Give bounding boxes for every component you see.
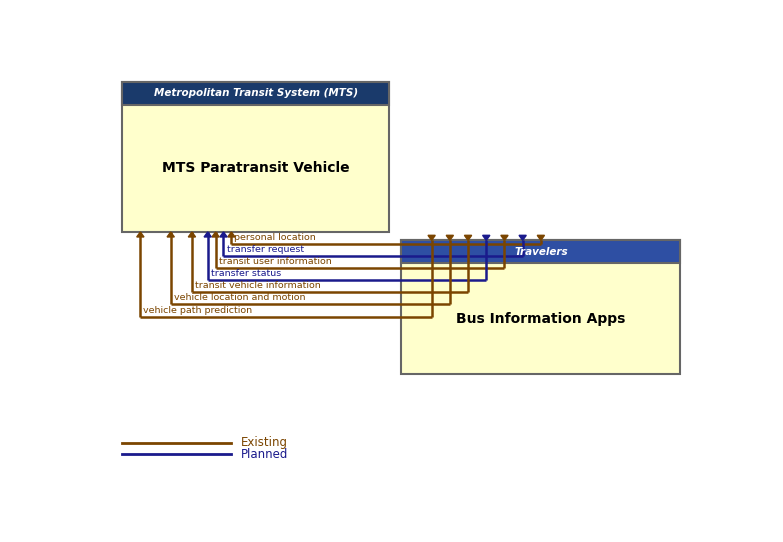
Text: Metropolitan Transit System (MTS): Metropolitan Transit System (MTS)	[153, 88, 358, 98]
Polygon shape	[212, 232, 219, 237]
Text: vehicle path prediction: vehicle path prediction	[143, 306, 252, 315]
Polygon shape	[167, 232, 175, 237]
Text: Travelers: Travelers	[514, 247, 568, 257]
Polygon shape	[482, 235, 490, 240]
Text: MTS Paratransit Vehicle: MTS Paratransit Vehicle	[162, 162, 349, 175]
Bar	[122, 82, 389, 232]
Text: Planned: Planned	[240, 448, 288, 461]
Polygon shape	[228, 232, 235, 237]
Polygon shape	[220, 232, 227, 237]
Polygon shape	[188, 232, 196, 237]
Polygon shape	[204, 232, 211, 237]
Text: vehicle location and motion: vehicle location and motion	[174, 293, 305, 302]
Polygon shape	[537, 235, 544, 240]
Polygon shape	[519, 235, 526, 240]
Text: Existing: Existing	[240, 436, 287, 449]
Polygon shape	[501, 235, 508, 240]
Text: personal location: personal location	[234, 233, 316, 242]
Text: transfer request: transfer request	[226, 245, 304, 254]
Text: transfer status: transfer status	[211, 269, 281, 278]
Text: transit user information: transit user information	[218, 257, 331, 266]
Polygon shape	[428, 235, 435, 240]
Bar	[122, 82, 389, 105]
Text: transit vehicle information: transit vehicle information	[195, 281, 321, 290]
Polygon shape	[137, 232, 144, 237]
Text: Bus Information Apps: Bus Information Apps	[456, 312, 626, 326]
Bar	[402, 240, 680, 263]
Polygon shape	[446, 235, 453, 240]
Polygon shape	[464, 235, 471, 240]
Bar	[402, 240, 680, 374]
